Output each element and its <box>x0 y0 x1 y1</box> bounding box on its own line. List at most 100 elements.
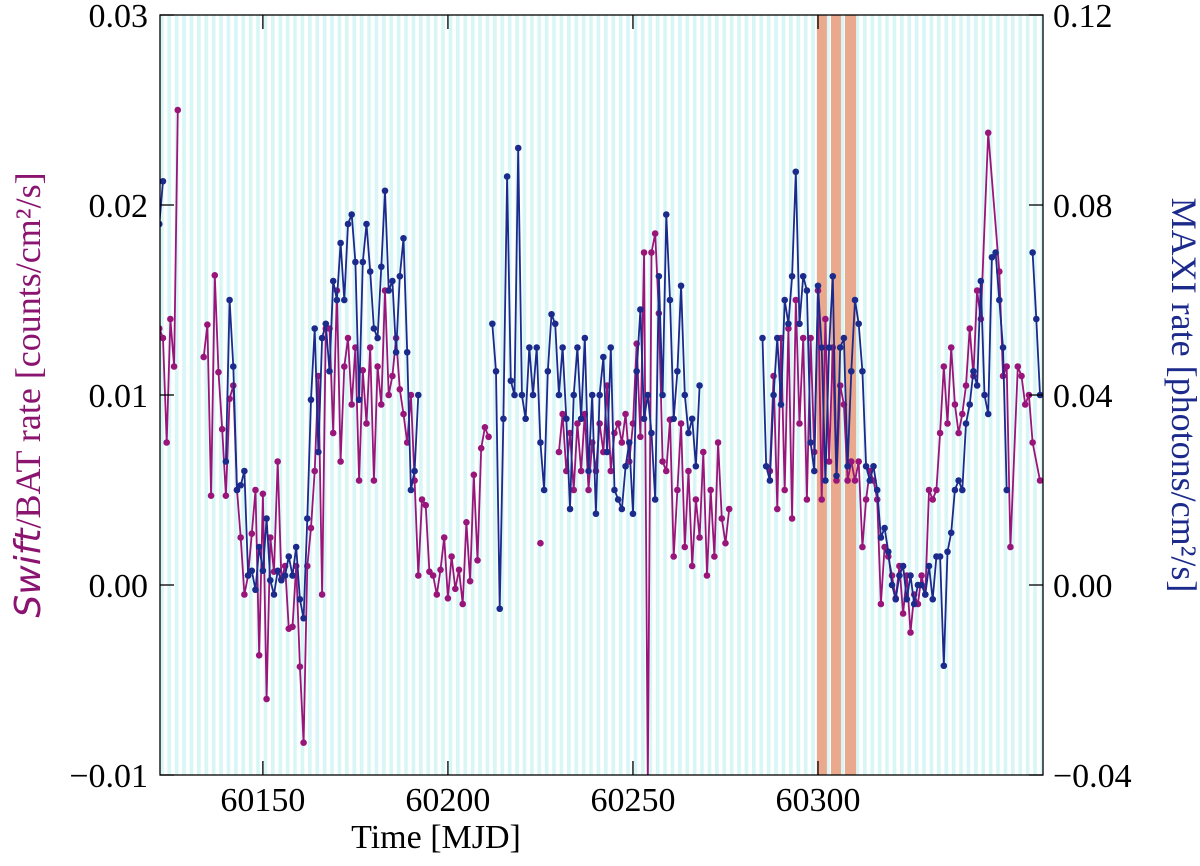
data-point <box>677 420 685 427</box>
data-point <box>629 510 637 518</box>
data-point <box>940 662 948 670</box>
data-point <box>318 334 326 342</box>
data-point <box>311 467 318 475</box>
data-point <box>1036 477 1043 484</box>
data-point <box>781 296 788 304</box>
data-point <box>999 344 1007 351</box>
data-point <box>829 272 837 280</box>
data-point <box>266 576 274 584</box>
data-point <box>959 486 966 494</box>
data-point <box>511 391 518 399</box>
data-point <box>555 391 563 399</box>
data-point <box>922 591 929 598</box>
data-point <box>448 553 455 560</box>
data-point <box>611 486 618 494</box>
data-point <box>366 268 374 275</box>
data-point <box>770 372 777 380</box>
y-axis-label-rest: /BAT rate [counts/cm²/s] <box>8 172 48 528</box>
data-point <box>899 610 907 617</box>
data-point <box>844 477 851 484</box>
data-point <box>659 458 666 465</box>
data-point <box>507 377 515 385</box>
data-point <box>296 595 304 603</box>
data-point <box>651 496 659 503</box>
data-point <box>973 382 981 389</box>
x-tick-label: 60300 <box>775 782 860 819</box>
data-point <box>581 334 589 342</box>
y-tick-label: 0.01 <box>89 378 149 415</box>
data-point <box>803 496 811 503</box>
data-point <box>422 501 430 509</box>
data-point <box>241 467 248 475</box>
data-point <box>674 367 681 375</box>
data-point <box>415 391 422 399</box>
x-tick-label: 60200 <box>405 782 490 819</box>
data-point <box>659 391 666 399</box>
data-point <box>607 467 615 475</box>
data-point <box>514 144 522 152</box>
y2-tick-label: 0.04 <box>1053 378 1113 415</box>
data-point <box>233 486 241 494</box>
data-point <box>255 652 263 659</box>
data-point <box>359 258 367 266</box>
data-point <box>655 272 663 280</box>
data-point <box>470 471 478 479</box>
data-point <box>348 211 355 218</box>
data-point <box>370 477 378 484</box>
data-point <box>385 391 393 399</box>
data-point <box>855 458 863 465</box>
data-point <box>959 410 966 418</box>
data-point <box>692 496 700 503</box>
data-point <box>418 496 426 503</box>
data-point <box>707 486 714 494</box>
data-point <box>337 458 344 465</box>
data-point <box>292 543 300 551</box>
data-point <box>981 391 988 399</box>
data-point <box>725 505 733 513</box>
data-point <box>466 577 474 585</box>
y2-tick-label: 0.12 <box>1053 0 1113 35</box>
data-point <box>537 439 544 446</box>
data-point <box>714 439 722 446</box>
data-point <box>670 415 677 423</box>
data-point <box>585 467 592 475</box>
data-point <box>703 572 711 579</box>
data-point <box>200 353 207 361</box>
data-point <box>400 234 407 242</box>
data-point <box>1003 363 1011 370</box>
data-point <box>255 543 263 551</box>
data-point <box>992 249 999 256</box>
data-point <box>329 277 337 285</box>
data-point <box>688 415 696 423</box>
data-point <box>951 401 959 408</box>
data-point <box>696 534 703 541</box>
data-point <box>340 363 348 370</box>
data-point <box>762 462 770 470</box>
data-point <box>907 629 914 636</box>
data-point <box>692 462 700 470</box>
data-point <box>851 296 859 304</box>
data-point <box>385 287 393 294</box>
data-point <box>378 263 385 271</box>
x-axis-label: Time [MJD] <box>351 819 521 856</box>
data-point <box>881 543 888 551</box>
data-point <box>370 325 378 332</box>
data-point <box>1029 439 1036 446</box>
data-point <box>836 382 844 389</box>
data-point <box>226 296 233 304</box>
data-point <box>925 486 933 494</box>
data-point <box>366 344 374 351</box>
data-point <box>303 515 311 522</box>
data-point <box>300 614 307 622</box>
data-point <box>662 467 670 475</box>
data-point <box>940 363 948 370</box>
data-point <box>947 344 955 351</box>
data-point <box>785 325 792 332</box>
data-point <box>792 168 800 176</box>
data-point <box>437 566 444 574</box>
data-point <box>440 534 448 541</box>
data-point <box>396 386 404 393</box>
data-point <box>344 220 352 228</box>
data-point <box>596 391 603 399</box>
